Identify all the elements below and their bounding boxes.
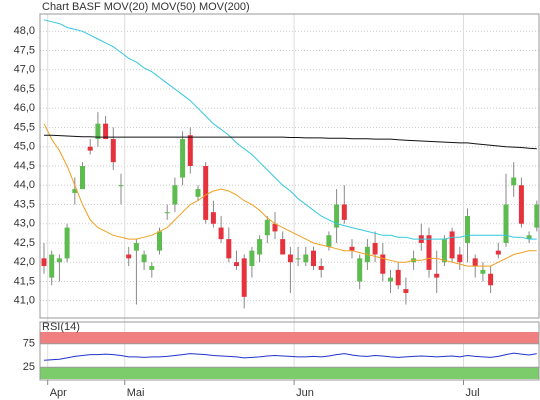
candle-body bbox=[95, 123, 101, 140]
candle-body bbox=[349, 246, 355, 251]
legend-entry: MOV(200) bbox=[199, 1, 250, 13]
candle-body bbox=[126, 254, 132, 259]
candle-body bbox=[210, 212, 216, 224]
candle-body bbox=[64, 227, 70, 259]
candle-body bbox=[441, 239, 447, 263]
candle-body bbox=[472, 258, 478, 267]
y-tick-label: 45,5 bbox=[14, 121, 35, 133]
rsi-line bbox=[43, 352, 537, 361]
candle-body bbox=[511, 177, 517, 186]
y-tick-label: 41,0 bbox=[14, 295, 35, 307]
candle-body bbox=[56, 258, 62, 263]
candle-body bbox=[495, 250, 501, 255]
candle-body bbox=[388, 277, 393, 282]
legend-entry: MOV(50) bbox=[151, 1, 196, 13]
candle-body bbox=[249, 250, 255, 267]
y-tick-label: 25 bbox=[23, 361, 35, 373]
candle-body bbox=[341, 204, 347, 220]
y-tick-label: 44,5 bbox=[14, 160, 35, 172]
candle-body bbox=[87, 146, 93, 151]
moving-average-line bbox=[43, 19, 537, 240]
candle-body bbox=[426, 235, 432, 270]
y-tick-label: 46,5 bbox=[14, 83, 35, 95]
candle-body bbox=[172, 185, 178, 205]
candle-body bbox=[280, 239, 286, 255]
candle-body bbox=[311, 250, 316, 267]
candle-body bbox=[103, 123, 109, 140]
candle-body bbox=[218, 227, 224, 240]
y-tick-label: 45,0 bbox=[14, 141, 35, 153]
y-tick-label: 47,5 bbox=[14, 44, 35, 56]
rsi-title: RSI(14) bbox=[42, 321, 80, 333]
candle-body bbox=[434, 273, 440, 278]
candle-body bbox=[272, 223, 278, 232]
candle-body bbox=[110, 139, 116, 163]
y-tick-label: 44,0 bbox=[14, 179, 35, 191]
rsi-low-band bbox=[40, 367, 539, 379]
candle-body bbox=[180, 139, 186, 178]
x-tick-label: Jun bbox=[296, 387, 314, 399]
candle-body bbox=[534, 204, 540, 228]
candle-body bbox=[241, 258, 247, 297]
candle-body bbox=[80, 166, 85, 190]
y-tick-label: 43,5 bbox=[14, 198, 35, 210]
y-tick-label: 42,5 bbox=[14, 237, 35, 249]
legend-entry: MOV(20) bbox=[104, 1, 149, 13]
x-tick-label: Apr bbox=[50, 387, 67, 399]
candle-body bbox=[395, 269, 401, 286]
x-tick-label: Mai bbox=[127, 387, 145, 399]
candle-body bbox=[133, 242, 139, 251]
price-frame bbox=[39, 13, 540, 319]
y-tick-label: 75 bbox=[23, 338, 35, 350]
x-tick-label: Jul bbox=[466, 387, 480, 399]
candle-body bbox=[518, 185, 524, 224]
candle-body bbox=[118, 185, 124, 187]
candle-body bbox=[503, 204, 509, 243]
candle-body bbox=[41, 258, 47, 267]
candle-body bbox=[195, 189, 201, 197]
moving-average-line bbox=[44, 134, 537, 150]
y-tick-label: 46,0 bbox=[14, 102, 35, 114]
y-tick-label: 41,5 bbox=[14, 275, 35, 287]
candle-body bbox=[380, 254, 386, 274]
candle-body bbox=[141, 254, 147, 263]
candle-body bbox=[226, 239, 232, 259]
rsi-high-band bbox=[40, 332, 539, 344]
candle-body bbox=[403, 289, 409, 293]
y-tick-label: 42,0 bbox=[14, 256, 35, 268]
candle-body bbox=[187, 135, 193, 166]
candle-body bbox=[234, 262, 239, 267]
candle-body bbox=[465, 216, 470, 243]
candle-body bbox=[203, 166, 209, 220]
candle-body bbox=[457, 254, 463, 263]
candle-body bbox=[264, 219, 270, 236]
y-tick-label: 43,0 bbox=[14, 218, 35, 230]
rsi-frame bbox=[39, 321, 540, 381]
candle-body bbox=[357, 258, 363, 282]
candle-body bbox=[257, 239, 263, 255]
candle-body bbox=[526, 235, 532, 240]
candle-body bbox=[157, 231, 162, 251]
candle-body bbox=[326, 235, 332, 247]
candle-body bbox=[480, 269, 486, 274]
moving-average-line bbox=[43, 123, 537, 267]
candle-body bbox=[318, 266, 324, 270]
y-tick-label: 48,0 bbox=[14, 25, 35, 37]
candle-body bbox=[49, 254, 55, 278]
candle-body bbox=[488, 273, 494, 286]
candle-body bbox=[164, 212, 170, 214]
candle-body bbox=[287, 254, 293, 263]
legend-title: Chart BASF bbox=[42, 1, 101, 13]
candle-body bbox=[449, 231, 455, 259]
candle-body bbox=[149, 266, 155, 270]
candle-body bbox=[334, 204, 340, 228]
y-tick-label: 47,0 bbox=[14, 64, 35, 76]
candle-body bbox=[72, 189, 78, 193]
candle-body bbox=[295, 258, 301, 260]
candle-body bbox=[372, 242, 378, 255]
candle-body bbox=[303, 254, 309, 263]
